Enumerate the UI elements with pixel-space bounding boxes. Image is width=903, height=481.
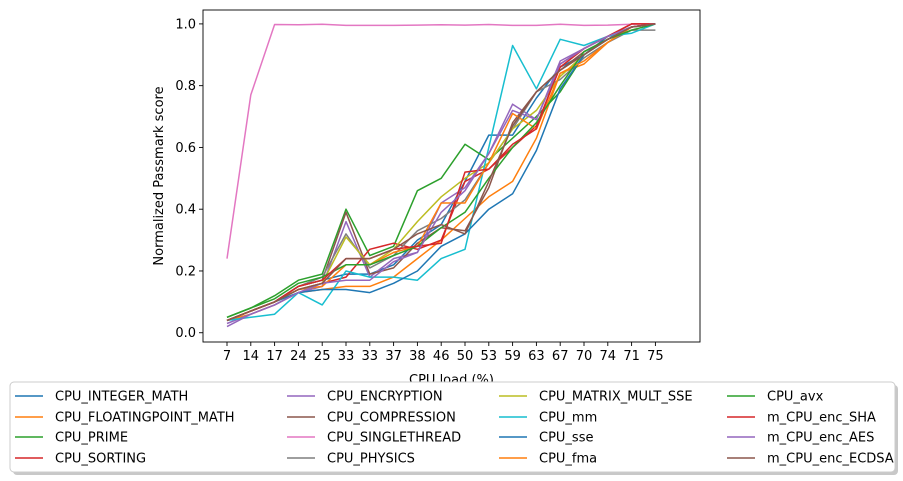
x-tick-label: 53 — [481, 349, 498, 364]
series-line-cpu-prime — [226, 23, 656, 318]
y-axis: 0.0 0.2 0.4 0.6 0.8 1.0 — [175, 17, 203, 341]
series-line-cpu-compression — [226, 23, 656, 322]
legend-item: m_CPU_enc_SHA — [727, 411, 876, 426]
legend-label: CPU_ENCRYPTION — [327, 390, 443, 405]
y-axis-title: Normalized Passmark score — [152, 86, 167, 265]
x-tick-label: 71 — [623, 349, 640, 364]
series-line-cpu-sse — [226, 23, 656, 322]
y-tick-label: 0.4 — [175, 203, 196, 218]
legend-label: CPU_SORTING — [55, 452, 146, 467]
legend-item: CPU_INTEGER_MATH — [15, 390, 188, 405]
legend-label: CPU_avx — [767, 390, 824, 405]
legend-label: m_CPU_enc_AES — [767, 431, 874, 446]
legend-label: CPU_INTEGER_MATH — [55, 390, 188, 405]
legend-item: CPU_PRIME — [15, 431, 128, 446]
x-tick-label: 50 — [457, 349, 474, 364]
series-line-cpu-singlethread — [226, 23, 656, 259]
legend-item: m_CPU_enc_AES — [727, 431, 874, 446]
x-tick-label: 75 — [647, 349, 664, 364]
series-line-cpu-avx — [226, 23, 656, 318]
legend-label: m_CPU_enc_ECDSA — [767, 452, 894, 467]
x-tick-label: 74 — [600, 349, 617, 364]
legend-item: CPU_sse — [499, 431, 593, 446]
y-tick-label: 1.0 — [175, 17, 196, 32]
legend-label: CPU_sse — [539, 431, 593, 446]
legend-label: CPU_PHYSICS — [327, 452, 415, 467]
legend-label: m_CPU_enc_SHA — [767, 411, 876, 426]
legend-item: CPU_fma — [499, 452, 597, 467]
x-tick-label: 37 — [385, 349, 402, 364]
series-line-m-cpu-enc-aes — [226, 23, 656, 328]
plot-lines — [226, 23, 656, 328]
y-tick-label: 0.2 — [175, 264, 196, 279]
legend-label: CPU_MATRIX_MULT_SSE — [539, 390, 693, 405]
legend: CPU_INTEGER_MATH CPU_FLOATINGPOINT_MATH CP… — [9, 381, 898, 475]
legend-item: CPU_SORTING — [15, 452, 146, 467]
x-tick-label: 67 — [552, 349, 569, 364]
legend-item: CPU_MATRIX_MULT_SSE — [499, 390, 693, 405]
y-tick-label: 0.8 — [175, 79, 196, 94]
plot-frame — [202, 9, 701, 343]
series-line-cpu-physics — [226, 29, 656, 322]
series-line-cpu-fma — [226, 23, 656, 322]
series-line-cpu-matrix-mult-sse — [226, 23, 656, 322]
legend-item: CPU_mm — [499, 411, 597, 426]
x-tick-label: 33 — [362, 349, 379, 364]
series-line-cpu-integer-math — [226, 23, 656, 322]
legend-item: CPU_PHYSICS — [287, 452, 415, 467]
legend-item: CPU_FLOATINGPOINT_MATH — [15, 411, 235, 426]
legend-item: CPU_COMPRESSION — [287, 411, 456, 426]
x-tick-label: 33 — [338, 349, 355, 364]
x-tick-label: 24 — [290, 349, 307, 364]
x-tick-label: 46 — [433, 349, 450, 364]
legend-label: CPU_mm — [539, 411, 597, 426]
series-line-m-cpu-enc-sha — [226, 23, 656, 322]
legend-box — [9, 381, 896, 473]
series-line-cpu-floatingpoint-math — [226, 23, 656, 322]
series-line-cpu-encryption — [226, 23, 656, 325]
y-tick-label: 0.0 — [175, 326, 196, 341]
legend-item: m_CPU_enc_ECDSA — [727, 452, 894, 467]
x-tick-label: 14 — [243, 349, 260, 364]
legend-label: CPU_COMPRESSION — [327, 411, 456, 426]
x-tick-label: 59 — [504, 349, 521, 364]
legend-item: CPU_ENCRYPTION — [287, 390, 443, 405]
legend-label: CPU_FLOATINGPOINT_MATH — [55, 411, 235, 426]
x-tick-label: 63 — [528, 349, 545, 364]
legend-item: CPU_SINGLETHREAD — [287, 431, 461, 446]
legend-item: CPU_avx — [727, 390, 824, 405]
x-axis: 7 14 17 24 25 33 33 37 38 46 50 53 59 63 67 70 74 71 75 — [223, 342, 664, 364]
series-line-m-cpu-enc-ecdsa — [226, 23, 656, 322]
x-tick-label: 38 — [409, 349, 426, 364]
y-tick-label: 0.6 — [175, 141, 196, 156]
x-tick-label: 70 — [576, 349, 593, 364]
legend-label: CPU_fma — [539, 452, 597, 467]
x-tick-label: 25 — [314, 349, 331, 364]
x-tick-label: 7 — [223, 349, 231, 364]
series-line-cpu-sorting — [226, 23, 656, 322]
series-line-cpu-mm — [226, 23, 656, 322]
legend-label: CPU_PRIME — [55, 431, 128, 446]
x-tick-label: 17 — [266, 349, 283, 364]
legend-label: CPU_SINGLETHREAD — [327, 431, 461, 446]
